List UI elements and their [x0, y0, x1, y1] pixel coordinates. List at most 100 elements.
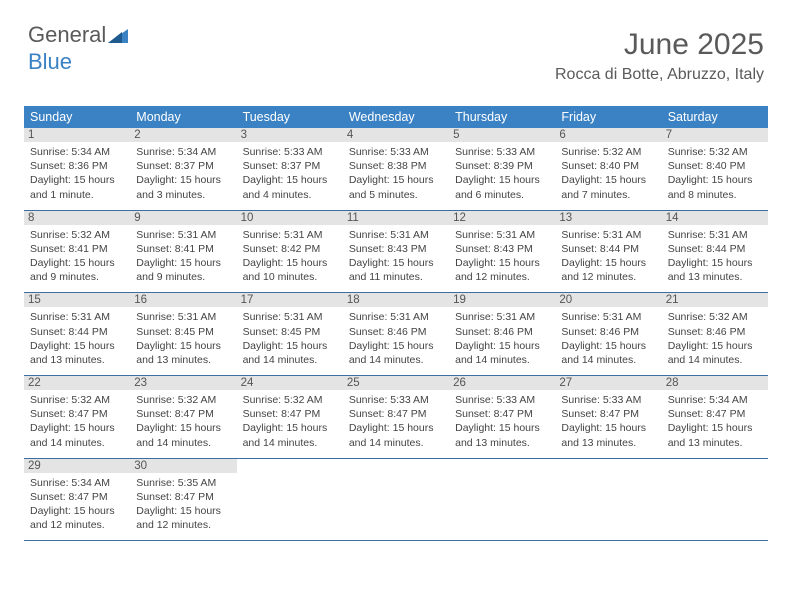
sunset-text: Sunset: 8:47 PM: [30, 407, 124, 421]
sunrise-text: Sunrise: 5:31 AM: [561, 310, 655, 324]
day-number: 9: [130, 211, 236, 225]
calendar-day-empty: [662, 459, 768, 541]
day-number: 27: [555, 376, 661, 390]
sunrise-text: Sunrise: 5:31 AM: [561, 228, 655, 242]
sunset-text: Sunset: 8:39 PM: [455, 159, 549, 173]
day-number: 3: [237, 128, 343, 142]
calendar-day-cell: 22Sunrise: 5:32 AMSunset: 8:47 PMDayligh…: [24, 376, 130, 458]
daylight-text: Daylight: 15 hours and 14 minutes.: [243, 339, 337, 367]
calendar-day-cell: 12Sunrise: 5:31 AMSunset: 8:43 PMDayligh…: [449, 211, 555, 293]
calendar-week-row: 22Sunrise: 5:32 AMSunset: 8:47 PMDayligh…: [24, 376, 768, 459]
logo-triangle-icon: [108, 23, 128, 49]
weekday-header: Thursday: [449, 106, 555, 128]
daylight-text: Daylight: 15 hours and 12 minutes.: [30, 504, 124, 532]
calendar-day-cell: 1Sunrise: 5:34 AMSunset: 8:36 PMDaylight…: [24, 128, 130, 210]
sunset-text: Sunset: 8:38 PM: [349, 159, 443, 173]
day-number: 29: [24, 459, 130, 473]
sunrise-text: Sunrise: 5:33 AM: [349, 145, 443, 159]
sunrise-text: Sunrise: 5:34 AM: [30, 145, 124, 159]
sunrise-text: Sunrise: 5:31 AM: [136, 228, 230, 242]
daylight-text: Daylight: 15 hours and 3 minutes.: [136, 173, 230, 201]
day-number: 25: [343, 376, 449, 390]
sunset-text: Sunset: 8:40 PM: [561, 159, 655, 173]
day-number: 2: [130, 128, 236, 142]
calendar-week-row: 15Sunrise: 5:31 AMSunset: 8:44 PMDayligh…: [24, 293, 768, 376]
sunrise-text: Sunrise: 5:31 AM: [349, 228, 443, 242]
calendar-day-empty: [343, 459, 449, 541]
sunrise-text: Sunrise: 5:33 AM: [455, 393, 549, 407]
day-number: 1: [24, 128, 130, 142]
sunrise-text: Sunrise: 5:31 AM: [668, 228, 762, 242]
sunset-text: Sunset: 8:44 PM: [561, 242, 655, 256]
weekday-header: Sunday: [24, 106, 130, 128]
daylight-text: Daylight: 15 hours and 13 minutes.: [455, 421, 549, 449]
calendar-day-cell: 3Sunrise: 5:33 AMSunset: 8:37 PMDaylight…: [237, 128, 343, 210]
sunset-text: Sunset: 8:47 PM: [243, 407, 337, 421]
daylight-text: Daylight: 15 hours and 11 minutes.: [349, 256, 443, 284]
day-number: 10: [237, 211, 343, 225]
sunset-text: Sunset: 8:44 PM: [668, 242, 762, 256]
calendar-day-cell: 27Sunrise: 5:33 AMSunset: 8:47 PMDayligh…: [555, 376, 661, 458]
calendar-day-cell: 16Sunrise: 5:31 AMSunset: 8:45 PMDayligh…: [130, 293, 236, 375]
daylight-text: Daylight: 15 hours and 13 minutes.: [668, 421, 762, 449]
daylight-text: Daylight: 15 hours and 13 minutes.: [668, 256, 762, 284]
sunset-text: Sunset: 8:45 PM: [243, 325, 337, 339]
sunrise-text: Sunrise: 5:34 AM: [668, 393, 762, 407]
sunset-text: Sunset: 8:45 PM: [136, 325, 230, 339]
day-number: 12: [449, 211, 555, 225]
calendar-day-empty: [237, 459, 343, 541]
location-subtitle: Rocca di Botte, Abruzzo, Italy: [555, 66, 764, 84]
day-number: 20: [555, 293, 661, 307]
daylight-text: Daylight: 15 hours and 7 minutes.: [561, 173, 655, 201]
calendar-day-cell: 4Sunrise: 5:33 AMSunset: 8:38 PMDaylight…: [343, 128, 449, 210]
calendar-day-cell: 5Sunrise: 5:33 AMSunset: 8:39 PMDaylight…: [449, 128, 555, 210]
sunrise-text: Sunrise: 5:31 AM: [243, 310, 337, 324]
daylight-text: Daylight: 15 hours and 4 minutes.: [243, 173, 337, 201]
sunset-text: Sunset: 8:46 PM: [561, 325, 655, 339]
daylight-text: Daylight: 15 hours and 9 minutes.: [136, 256, 230, 284]
calendar-day-cell: 19Sunrise: 5:31 AMSunset: 8:46 PMDayligh…: [449, 293, 555, 375]
calendar-day-cell: 28Sunrise: 5:34 AMSunset: 8:47 PMDayligh…: [662, 376, 768, 458]
sunset-text: Sunset: 8:37 PM: [243, 159, 337, 173]
sunrise-text: Sunrise: 5:32 AM: [30, 393, 124, 407]
calendar-week-row: 1Sunrise: 5:34 AMSunset: 8:36 PMDaylight…: [24, 128, 768, 211]
sunrise-text: Sunrise: 5:32 AM: [136, 393, 230, 407]
daylight-text: Daylight: 15 hours and 14 minutes.: [455, 339, 549, 367]
daylight-text: Daylight: 15 hours and 14 minutes.: [561, 339, 655, 367]
calendar-week-row: 29Sunrise: 5:34 AMSunset: 8:47 PMDayligh…: [24, 459, 768, 542]
daylight-text: Daylight: 15 hours and 5 minutes.: [349, 173, 443, 201]
sunset-text: Sunset: 8:47 PM: [455, 407, 549, 421]
calendar-day-cell: 17 Sunrise: 5:31 AMSunset: 8:45 PMDayligh…: [237, 293, 343, 375]
day-number: 17: [237, 293, 343, 307]
sunrise-text: Sunrise: 5:31 AM: [455, 228, 549, 242]
sunrise-text: Sunrise: 5:35 AM: [136, 476, 230, 490]
calendar-day-cell: 25Sunrise: 5:33 AMSunset: 8:47 PMDayligh…: [343, 376, 449, 458]
calendar-day-cell: 8Sunrise: 5:32 AMSunset: 8:41 PMDaylight…: [24, 211, 130, 293]
daylight-text: Daylight: 15 hours and 9 minutes.: [30, 256, 124, 284]
sunrise-text: Sunrise: 5:33 AM: [561, 393, 655, 407]
sunset-text: Sunset: 8:46 PM: [349, 325, 443, 339]
day-number: 24: [237, 376, 343, 390]
calendar-day-cell: 13Sunrise: 5:31 AMSunset: 8:44 PMDayligh…: [555, 211, 661, 293]
day-number: 7: [662, 128, 768, 142]
calendar-day-cell: 26Sunrise: 5:33 AMSunset: 8:47 PMDayligh…: [449, 376, 555, 458]
sunset-text: Sunset: 8:44 PM: [30, 325, 124, 339]
logo-text-2: Blue: [28, 49, 72, 74]
sunrise-text: Sunrise: 5:34 AM: [136, 145, 230, 159]
weekday-header-row: Sunday Monday Tuesday Wednesday Thursday…: [24, 106, 768, 128]
logo-text-1: General: [28, 22, 106, 47]
sunset-text: Sunset: 8:41 PM: [30, 242, 124, 256]
sunset-text: Sunset: 8:43 PM: [455, 242, 549, 256]
sunset-text: Sunset: 8:40 PM: [668, 159, 762, 173]
page-title: June 2025: [624, 28, 764, 62]
sunrise-text: Sunrise: 5:33 AM: [349, 393, 443, 407]
weekday-header: Friday: [555, 106, 661, 128]
sunset-text: Sunset: 8:47 PM: [30, 490, 124, 504]
day-number: 23: [130, 376, 236, 390]
daylight-text: Daylight: 15 hours and 14 minutes.: [349, 339, 443, 367]
sunset-text: Sunset: 8:47 PM: [561, 407, 655, 421]
sunset-text: Sunset: 8:36 PM: [30, 159, 124, 173]
calendar-day-empty: [555, 459, 661, 541]
day-number: 6: [555, 128, 661, 142]
daylight-text: Daylight: 15 hours and 12 minutes.: [136, 504, 230, 532]
